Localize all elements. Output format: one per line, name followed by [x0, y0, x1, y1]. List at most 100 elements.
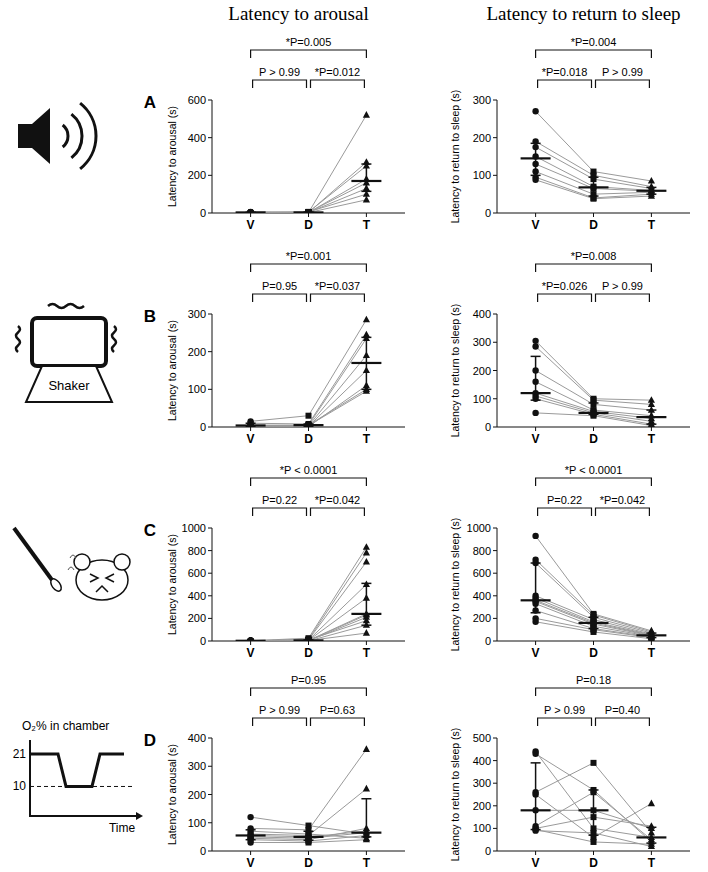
x-tick [593, 427, 594, 431]
y-tick-label: 100 [188, 383, 206, 395]
data-group [236, 543, 382, 641]
point [591, 839, 597, 845]
iqr-cap [361, 624, 371, 626]
comparison-bracket [536, 264, 652, 272]
comparison-label: P=0.63 [320, 704, 355, 716]
iqr-cap [589, 195, 599, 197]
y-tick-label: 100 [473, 393, 491, 405]
iqr-bar [535, 563, 537, 613]
speaker-cone [32, 108, 50, 164]
x-tick-label: T [648, 432, 656, 446]
y-tick-label: 500 [473, 732, 491, 744]
subject-line [251, 162, 367, 212]
o2-label: O₂% in chamber [22, 719, 109, 733]
point [363, 629, 370, 636]
subject-line [251, 115, 367, 213]
comparison-bracket [538, 80, 592, 88]
y-tick-label: 400 [188, 590, 206, 602]
y-tick-label: 300 [473, 777, 491, 789]
x-tick-label: V [247, 856, 255, 870]
column-title: Latency to arousal [228, 3, 368, 24]
y-tick-label: 100 [473, 169, 491, 181]
comparison-bracket [311, 508, 365, 516]
iqr-cap [531, 175, 541, 177]
mouse-ear [74, 554, 90, 570]
y-tick [493, 595, 497, 596]
comparison-label: P=0.18 [576, 674, 611, 686]
subject-line [536, 536, 652, 631]
y-tick-label: 400 [473, 308, 491, 320]
point [306, 413, 312, 419]
sound-wave [71, 114, 82, 158]
comparison-label: P > 0.99 [259, 704, 300, 716]
subject-line [251, 355, 367, 425]
iqr-cap [589, 402, 599, 404]
iqr-bar [651, 827, 653, 843]
subject-line [251, 371, 367, 427]
subject-line [536, 563, 652, 633]
o2-tick: 21 [13, 747, 27, 761]
iqr-cap [531, 356, 541, 358]
iqr-cap [531, 829, 541, 831]
y-tick [208, 641, 212, 642]
median [294, 424, 324, 426]
iqr-cap [531, 562, 541, 564]
point [363, 549, 370, 556]
y-tick [208, 595, 212, 596]
x-tick-label: T [363, 432, 371, 446]
subject-line [536, 754, 652, 842]
comparison-bracket [251, 478, 367, 486]
y-axis [497, 738, 498, 851]
comparison-bracket [538, 718, 592, 726]
x-tick [366, 641, 367, 645]
y-tick-label: 200 [188, 346, 206, 358]
x-tick-label: D [304, 856, 313, 870]
point [363, 785, 370, 792]
subject-line [251, 166, 367, 212]
point [532, 751, 538, 757]
data-group [521, 338, 667, 427]
iqr-cap [361, 163, 371, 165]
iqr-cap [589, 628, 599, 630]
x-tick [250, 213, 251, 217]
subject-line [536, 399, 652, 424]
x-tick [250, 641, 251, 645]
data-group [521, 748, 667, 849]
y-tick [208, 794, 212, 795]
comparison-label: *P=0.008 [571, 250, 617, 262]
swab-icon [14, 528, 130, 600]
median [351, 613, 381, 615]
subject-line [251, 547, 367, 641]
x-tick [535, 213, 536, 217]
x-tick [651, 213, 652, 217]
y-tick [493, 573, 497, 574]
median [236, 211, 266, 213]
iqr-cap [589, 789, 599, 791]
y-tick-label: 600 [473, 567, 491, 579]
y-tick-label: 0 [200, 845, 206, 857]
iqr-bar [593, 790, 595, 835]
figure: Latency to arousalLatency to return to s… [0, 0, 708, 872]
comparison-label: P > 0.99 [602, 66, 643, 78]
comparison-bracket [311, 294, 365, 302]
comparison-bracket [251, 688, 367, 696]
point [247, 814, 253, 820]
subject-line [251, 789, 367, 836]
y-tick [208, 175, 212, 176]
y-tick-label: 0 [200, 635, 206, 647]
subject-line [536, 111, 652, 181]
comparison-bracket [538, 294, 592, 302]
median [636, 416, 666, 418]
median [579, 412, 609, 414]
y-tick-label: 1000 [182, 522, 206, 534]
comparison-label: P > 0.99 [259, 66, 300, 78]
y-tick [493, 342, 497, 343]
x-tick [366, 213, 367, 217]
iqr-cap [361, 337, 371, 339]
comparison-label: P=0.95 [291, 674, 326, 686]
data-group [236, 316, 382, 427]
y-tick [208, 550, 212, 551]
y-tick-label: 300 [188, 308, 206, 320]
y-tick-label: 200 [188, 169, 206, 181]
iqr-cap [531, 143, 541, 145]
